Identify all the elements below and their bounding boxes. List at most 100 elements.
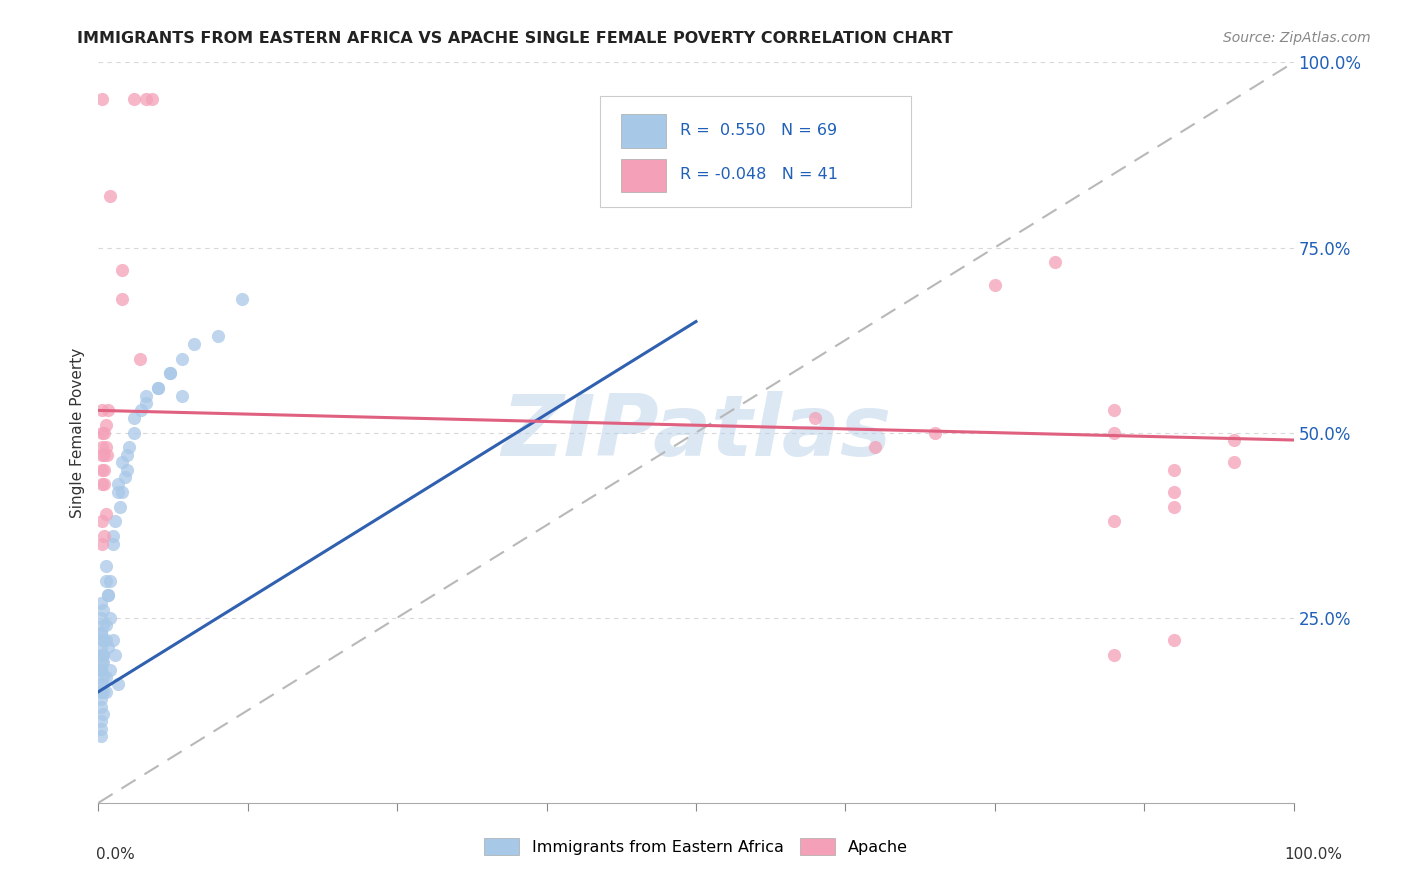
Point bbox=[91, 477, 114, 491]
Point bbox=[90, 677, 112, 691]
Point bbox=[172, 388, 194, 402]
Point bbox=[1104, 425, 1126, 440]
Point bbox=[90, 640, 112, 655]
Point bbox=[97, 589, 120, 603]
Point bbox=[1223, 433, 1246, 447]
Point bbox=[135, 388, 157, 402]
Point bbox=[124, 425, 146, 440]
Point bbox=[91, 685, 114, 699]
Point bbox=[93, 462, 115, 476]
Point bbox=[108, 500, 131, 514]
Point bbox=[1163, 632, 1185, 647]
Point bbox=[1163, 500, 1185, 514]
Point bbox=[1163, 462, 1185, 476]
Point bbox=[91, 448, 114, 462]
Point bbox=[91, 655, 114, 669]
Point bbox=[91, 670, 114, 684]
Point bbox=[124, 410, 146, 425]
Point bbox=[94, 670, 117, 684]
Point bbox=[97, 640, 120, 655]
Point bbox=[90, 663, 112, 677]
Point bbox=[97, 403, 120, 417]
Point bbox=[124, 92, 146, 106]
Point bbox=[91, 677, 114, 691]
Point bbox=[98, 610, 122, 624]
Point bbox=[111, 262, 134, 277]
Point bbox=[1104, 403, 1126, 417]
Point bbox=[111, 484, 134, 499]
Point bbox=[90, 729, 112, 743]
Text: IMMIGRANTS FROM EASTERN AFRICA VS APACHE SINGLE FEMALE POVERTY CORRELATION CHART: IMMIGRANTS FROM EASTERN AFRICA VS APACHE… bbox=[77, 31, 953, 46]
Point bbox=[94, 507, 117, 521]
Point bbox=[104, 648, 127, 662]
Point bbox=[148, 381, 170, 395]
Point bbox=[94, 441, 117, 455]
Point bbox=[172, 351, 194, 366]
Point bbox=[90, 699, 112, 714]
Point bbox=[131, 403, 153, 417]
Point bbox=[1163, 484, 1185, 499]
Text: R =  0.550   N = 69: R = 0.550 N = 69 bbox=[681, 123, 838, 138]
Point bbox=[865, 441, 887, 455]
Point bbox=[111, 293, 134, 307]
Point bbox=[91, 403, 114, 417]
Point bbox=[1043, 255, 1066, 269]
Point bbox=[91, 441, 114, 455]
Point bbox=[115, 462, 138, 476]
Point bbox=[90, 596, 112, 610]
Legend: Immigrants from Eastern Africa, Apache: Immigrants from Eastern Africa, Apache bbox=[478, 831, 914, 862]
Point bbox=[91, 632, 114, 647]
Point bbox=[90, 610, 112, 624]
Point bbox=[90, 692, 112, 706]
Point bbox=[924, 425, 946, 440]
Text: 0.0%: 0.0% bbox=[96, 847, 135, 862]
Point bbox=[141, 92, 163, 106]
Point bbox=[107, 477, 129, 491]
Point bbox=[159, 367, 181, 381]
Point bbox=[129, 351, 152, 366]
Point bbox=[1223, 455, 1246, 469]
Point bbox=[91, 706, 114, 721]
Point bbox=[135, 92, 157, 106]
Point bbox=[135, 396, 157, 410]
Point bbox=[93, 477, 115, 491]
Point bbox=[93, 448, 115, 462]
Point bbox=[90, 663, 112, 677]
Point bbox=[98, 663, 122, 677]
Text: ZIPatlas: ZIPatlas bbox=[501, 391, 891, 475]
Point bbox=[94, 618, 117, 632]
Point bbox=[91, 462, 114, 476]
Bar bbox=[620, 114, 666, 147]
Point bbox=[91, 618, 114, 632]
Point bbox=[91, 655, 114, 669]
Point bbox=[114, 470, 136, 484]
Point bbox=[107, 484, 129, 499]
Point bbox=[98, 188, 122, 202]
FancyBboxPatch shape bbox=[600, 95, 911, 207]
Point bbox=[148, 381, 170, 395]
Point bbox=[104, 515, 127, 529]
Point bbox=[91, 603, 114, 617]
Point bbox=[91, 536, 114, 550]
Point bbox=[93, 529, 115, 543]
Point bbox=[231, 293, 253, 307]
Point bbox=[101, 536, 124, 550]
Text: 100.0%: 100.0% bbox=[1285, 847, 1343, 862]
Point bbox=[94, 685, 117, 699]
Point bbox=[90, 663, 112, 677]
Point bbox=[91, 632, 114, 647]
Point bbox=[207, 329, 229, 343]
Point bbox=[107, 677, 129, 691]
Point bbox=[91, 515, 114, 529]
Point bbox=[91, 648, 114, 662]
Point bbox=[96, 448, 118, 462]
Text: R = -0.048   N = 41: R = -0.048 N = 41 bbox=[681, 168, 838, 183]
Point bbox=[183, 336, 205, 351]
Point bbox=[94, 418, 117, 433]
Point bbox=[115, 448, 138, 462]
Point bbox=[93, 425, 115, 440]
Point bbox=[91, 425, 114, 440]
Point bbox=[94, 574, 117, 588]
Point bbox=[91, 648, 114, 662]
Point bbox=[111, 455, 134, 469]
